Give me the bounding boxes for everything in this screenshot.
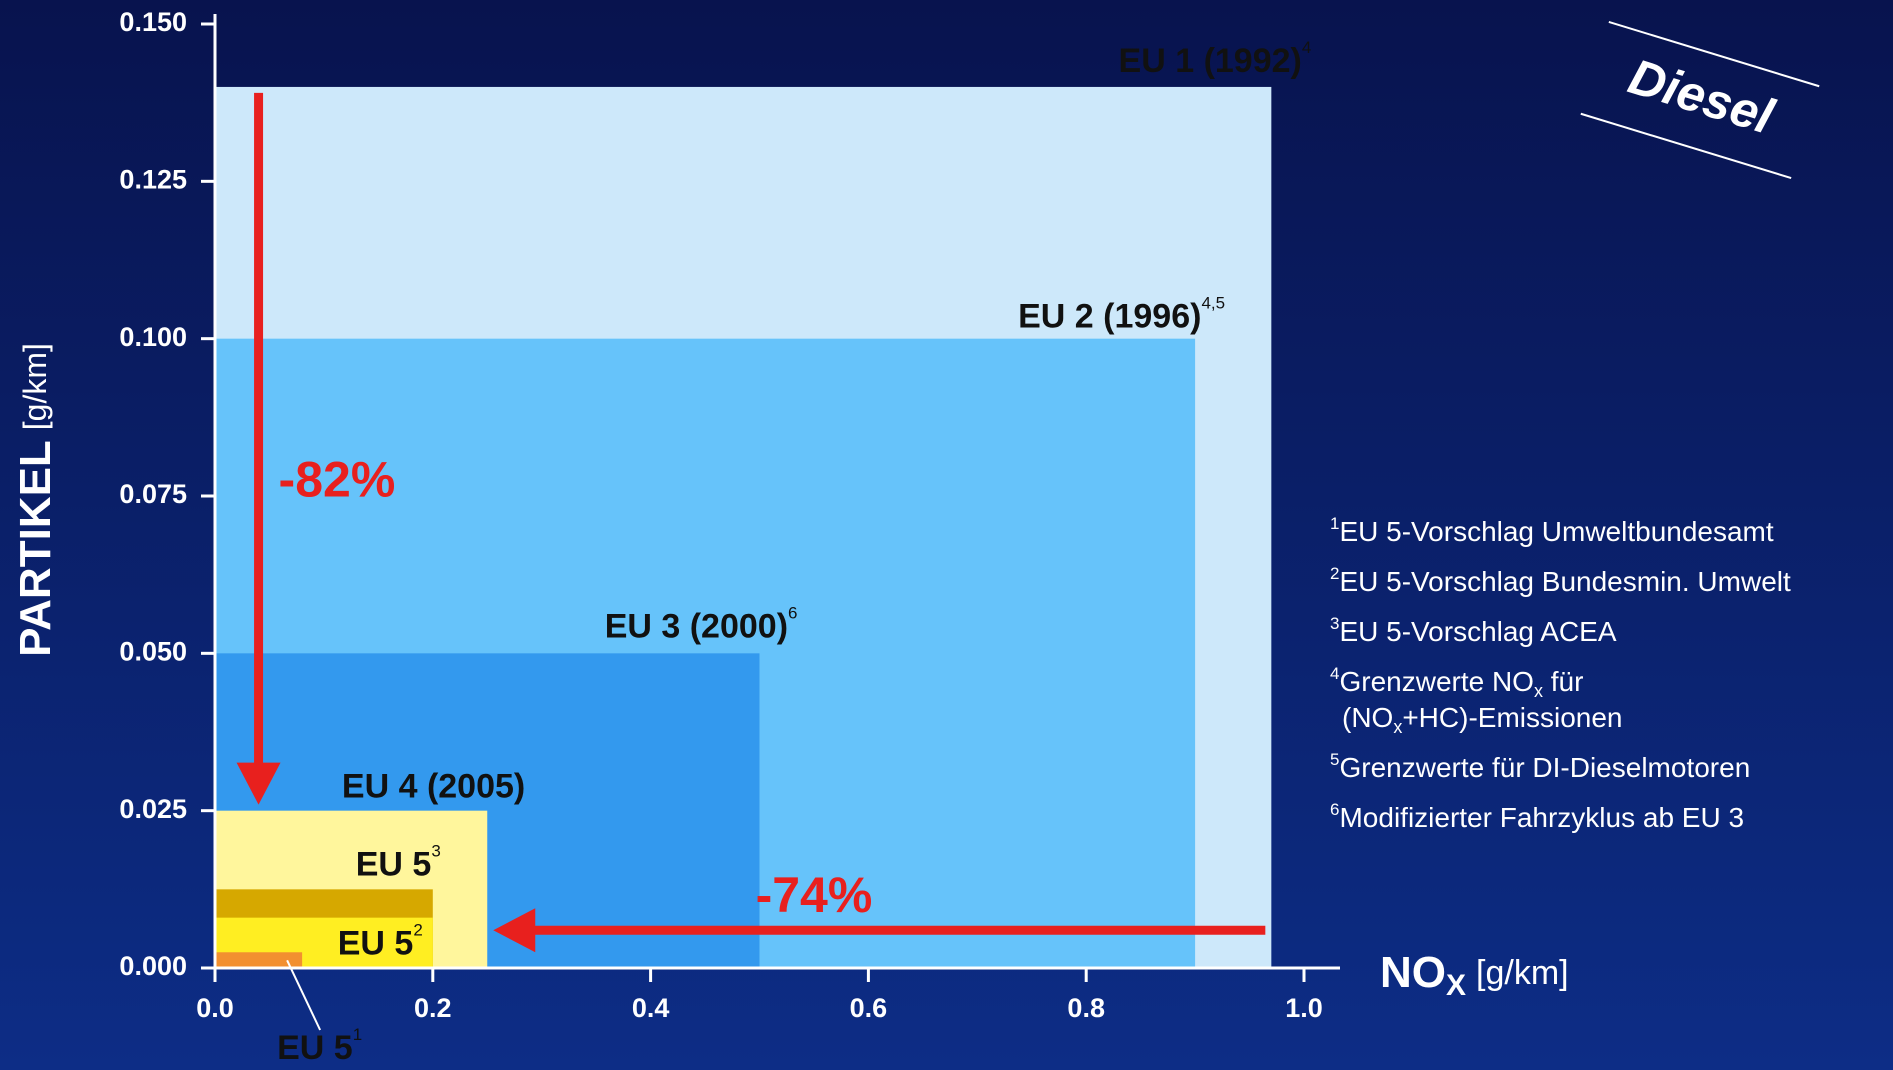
y-axis-title-unit: [g/km] [17,343,53,430]
footnote-mark: 5 [1330,750,1339,769]
box-label-sup: 3 [431,842,440,861]
footnote-text: EU 5-Vorschlag Bundesmin. Umwelt [1339,566,1791,597]
box-label: EU 52 [338,921,423,963]
box-label-name: EU 1 (1992) [1119,42,1302,80]
box-label: EU 4 (2005) [342,768,525,806]
footnote-mark: 1 [1330,514,1339,533]
footnote: 2EU 5-Vorschlag Bundesmin. Umwelt [1330,564,1791,597]
x-tick-label: 0.6 [850,993,888,1023]
arrow-head [236,762,281,805]
footnote-text: +HC)-Emissionen [1402,702,1622,733]
footnote: 6Modifizierter Fahrzyklus ab EU 3 [1330,800,1744,833]
x-axis-title-unit: [g/km] [1476,954,1569,992]
footnote-text: EU 5-Vorschlag ACEA [1339,616,1616,647]
footnote-text: x [1534,681,1543,701]
y-tick-label: 0.150 [119,7,187,37]
box-label: EU 2 (1996)4,5 [1018,294,1225,336]
box-label-sup: 4 [1302,38,1311,57]
box-label-sup: 6 [788,604,797,623]
box-label: EU 3 (2000)6 [605,604,798,646]
y-tick-label: 0.025 [119,794,187,824]
footnote-text: x [1393,717,1402,737]
footnote: 4Grenzwerte NOx für [1330,664,1583,700]
footnote-mark: 3 [1330,614,1339,633]
box-label-name: EU 4 (2005) [342,768,525,806]
arrow-head [493,908,536,953]
x-axis-title-main: NO [1380,948,1446,997]
x-tick-label: 1.0 [1285,993,1323,1023]
box-label: EU 1 (1992)4 [1119,38,1312,80]
box-label-name: EU 3 (2000) [605,607,788,645]
box-label-name: EU 5 [338,925,414,963]
y-tick-label: 0.075 [119,479,187,509]
y-tick-label: 0.100 [119,322,187,352]
annotation: -82% [279,452,396,508]
box-label: EU 53 [356,842,441,884]
footnote-text: (NO [1342,702,1393,733]
x-axis-title-sub: X [1446,969,1466,1002]
footnote-text: Modifizierter Fahrzyklus ab EU 3 [1339,802,1744,833]
box-label-name: EU 5 [356,845,432,883]
y-tick-label: 0.000 [119,951,187,981]
footnote-text: Grenzwerte für DI-Dieselmotoren [1339,752,1750,783]
footnote: 1EU 5-Vorschlag Umweltbundesamt [1330,514,1774,547]
footnote: 3EU 5-Vorschlag ACEA [1330,614,1617,647]
box-label-sup: 2 [413,921,422,940]
footnote-text: Grenzwerte NO [1339,666,1534,697]
footnote-text: für [1543,666,1583,697]
x-tick-label: 0.0 [196,993,234,1023]
box-label-name: EU 5 [277,1029,353,1067]
annotation: -74% [756,867,873,923]
box-label-sup: 1 [353,1025,362,1044]
box-label-sup: 4,5 [1201,294,1225,313]
y-axis-title-main: PARTIKEL [11,440,60,657]
x-tick-label: 0.2 [414,993,452,1023]
footnote-mark: 2 [1330,564,1339,583]
footnote-text: EU 5-Vorschlag Umweltbundesamt [1339,516,1773,547]
box-label: EU 51 [277,1025,362,1067]
y-tick-label: 0.050 [119,636,187,666]
leader-line [286,959,322,1031]
footnote-mark: 6 [1330,800,1339,819]
y-axis-title: PARTIKEL [g/km] [11,343,60,657]
x-tick-label: 0.4 [632,993,670,1023]
x-axis-title: NOX [g/km] [1380,948,1569,1002]
x-tick-label: 0.8 [1067,993,1105,1023]
limit-box [215,952,303,968]
y-tick-label: 0.125 [119,164,187,194]
stamp-line [1608,20,1820,88]
box-label-name: EU 2 (1996) [1018,298,1201,336]
stamp-line [1580,112,1792,180]
footnote: 5Grenzwerte für DI-Dieselmotoren [1330,750,1750,783]
footnote: (NOx+HC)-Emissionen [1342,702,1623,736]
footnote-mark: 4 [1330,664,1339,683]
